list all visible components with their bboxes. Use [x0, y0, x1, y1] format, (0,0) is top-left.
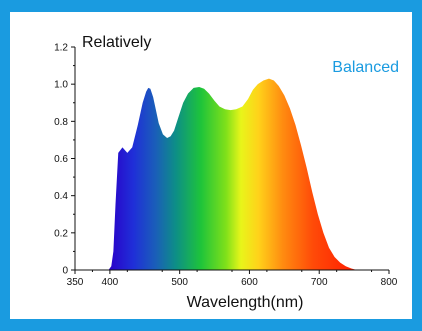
spectrum-area — [108, 78, 359, 270]
y-tick-label: 0.6 — [54, 154, 68, 165]
x-tick-label: 700 — [311, 277, 328, 288]
y-tick-label: 0.4 — [54, 191, 68, 202]
y-tick-label: 1.0 — [54, 80, 68, 91]
x-axis-title: Wavelength(nm) — [187, 294, 304, 311]
y-axis-title: Relatively — [82, 34, 151, 51]
spectrum-chart: 0 0.2 0.4 0.6 0.8 1.0 1.2 350 400 500 600 700 800 Re… — [54, 34, 399, 311]
x-tick-label: 800 — [381, 277, 398, 288]
annotation-label: Balanced — [332, 59, 399, 76]
y-tick-label: 1.2 — [54, 43, 68, 54]
x-tick-label: 500 — [171, 277, 188, 288]
x-tick-label: 400 — [102, 277, 119, 288]
x-tick-label: 350 — [67, 277, 84, 288]
y-tick-label: 0 — [62, 266, 68, 277]
chart-panel: 0 0.2 0.4 0.6 0.8 1.0 1.2 350 400 500 600 700 800 Re… — [10, 12, 412, 319]
y-tick-label: 0.2 — [54, 228, 68, 239]
x-tick-label: 600 — [241, 277, 258, 288]
y-tick-label: 0.8 — [54, 117, 68, 128]
